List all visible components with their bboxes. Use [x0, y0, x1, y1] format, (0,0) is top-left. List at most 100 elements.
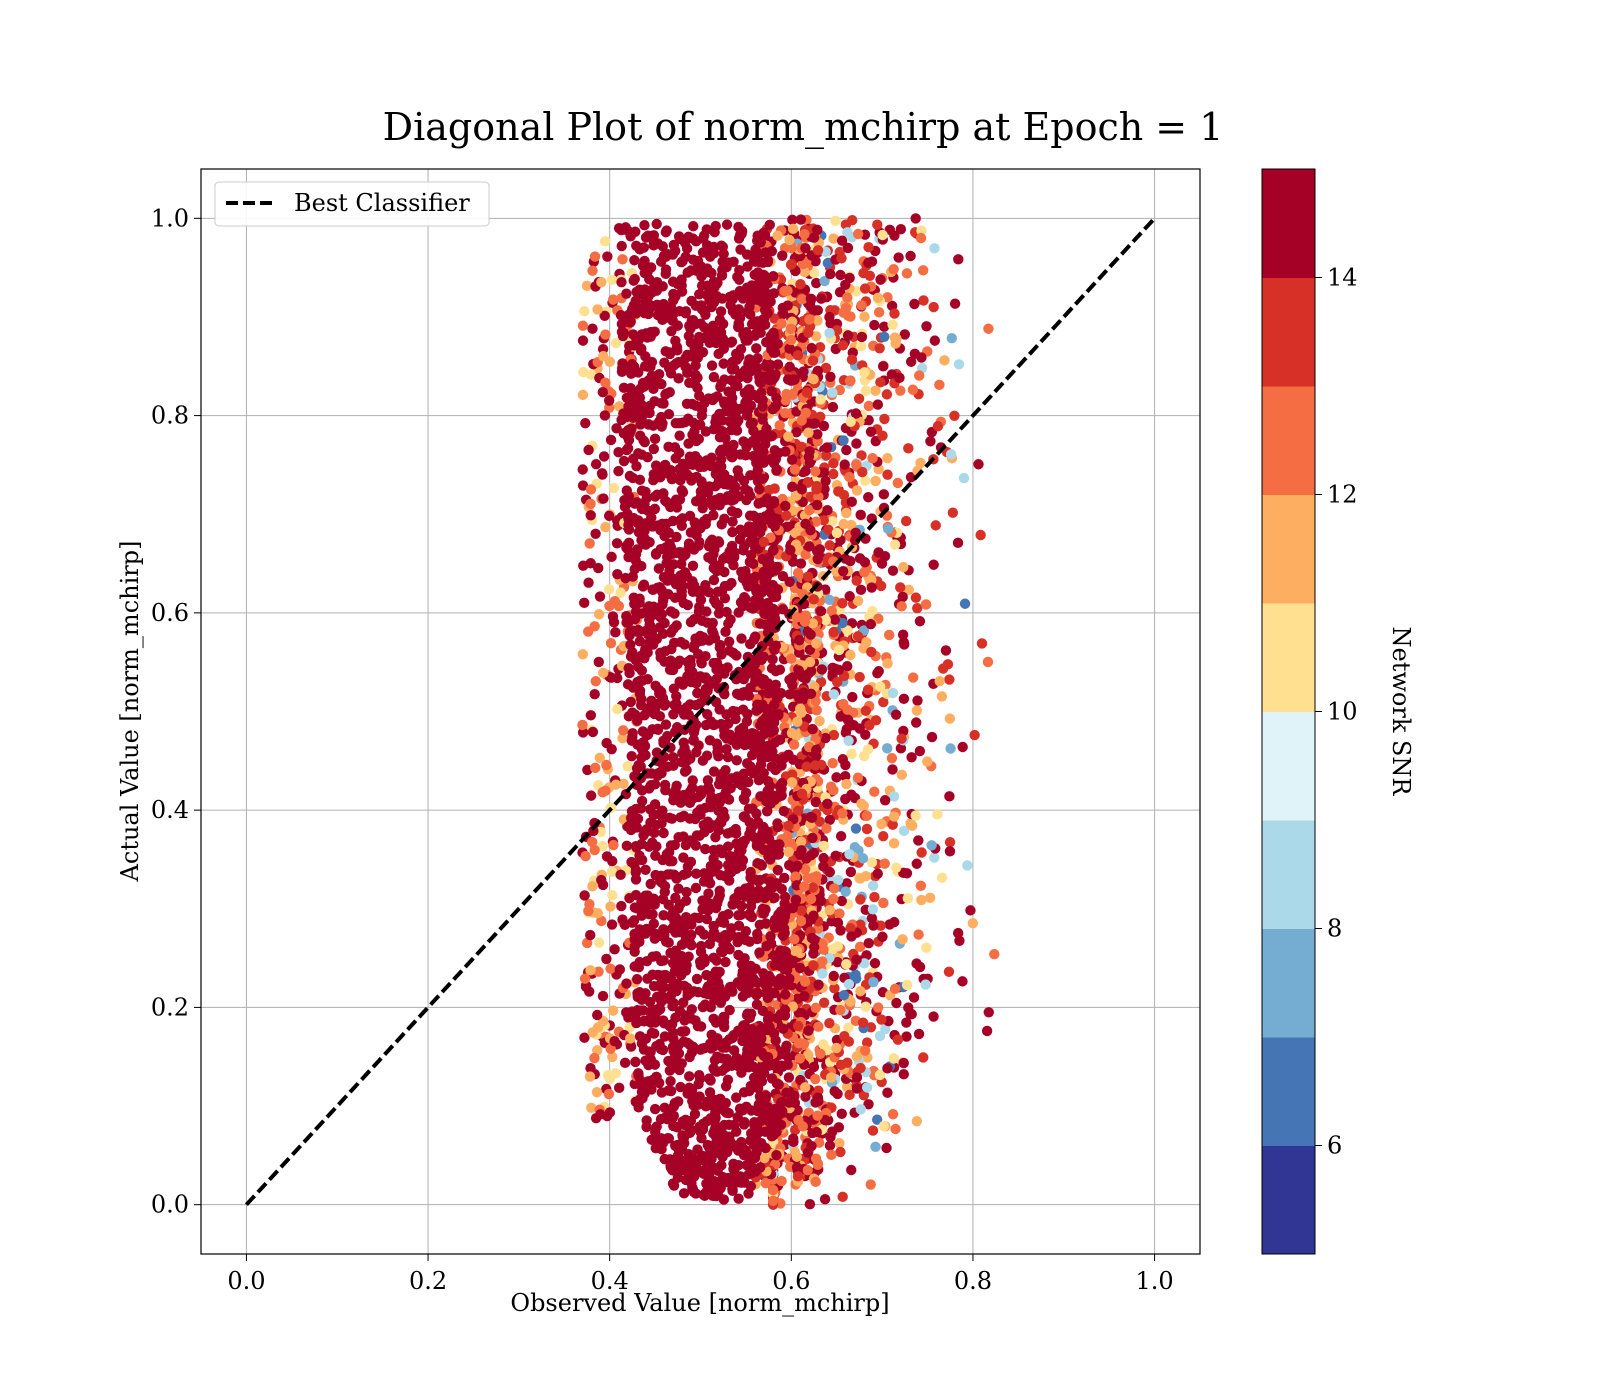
scatter-point — [897, 591, 908, 603]
scatter-point — [756, 587, 768, 598]
scatter-point — [913, 1028, 925, 1040]
scatter-point — [840, 302, 852, 314]
scatter-point — [818, 420, 830, 432]
scatter-point — [668, 1110, 679, 1122]
scatter-point — [840, 759, 851, 771]
scatter-point — [645, 780, 657, 791]
scatter-point — [811, 638, 822, 649]
scatter-point — [702, 1096, 713, 1107]
scatter-point — [645, 1046, 656, 1058]
scatter-point — [807, 882, 818, 893]
scatter-point — [708, 424, 720, 435]
scatter-point — [827, 516, 838, 527]
scatter-point — [808, 960, 819, 971]
scatter-point — [607, 294, 619, 305]
scatter-point — [944, 836, 956, 848]
scatter-point — [629, 598, 640, 610]
scatter-point — [757, 1025, 769, 1037]
scatter-point — [597, 990, 609, 1002]
scatter-point — [926, 840, 937, 851]
scatter-point — [860, 1001, 872, 1012]
scatter-point — [856, 798, 867, 809]
scatter-point — [677, 551, 689, 562]
scatter-point — [615, 310, 627, 321]
scatter-point — [652, 724, 664, 735]
scatter-point — [834, 286, 846, 298]
scatter-point — [868, 976, 879, 988]
scatter-point — [587, 836, 598, 848]
scatter-point — [658, 827, 669, 839]
scatter-point — [781, 510, 792, 521]
scatter-point — [778, 805, 790, 817]
chart-title: Diagonal Plot of norm_mchirp at Epoch = … — [383, 105, 1224, 150]
scatter-point — [805, 811, 817, 823]
scatter-point — [632, 544, 643, 555]
scatter-point — [678, 852, 689, 863]
scatter-point — [827, 757, 838, 769]
scatter-point — [667, 1062, 678, 1074]
scatter-point — [780, 395, 791, 406]
scatter-point — [875, 377, 886, 388]
scatter-point — [722, 1074, 734, 1086]
scatter-point — [594, 591, 606, 602]
scatter-point — [717, 1171, 729, 1183]
scatter-point — [724, 729, 736, 740]
scatter-point — [657, 418, 668, 429]
scatter-point — [689, 425, 700, 437]
scatter-point — [725, 850, 736, 862]
scatter-point — [660, 346, 671, 357]
scatter-point — [675, 514, 687, 525]
scatter-point — [621, 485, 632, 496]
scatter-point — [879, 795, 891, 806]
scatter-point — [779, 1004, 791, 1016]
scatter-point — [839, 459, 850, 470]
scatter-point — [790, 871, 801, 882]
scatter-point — [892, 1034, 904, 1045]
scatter-point — [626, 856, 637, 868]
scatter-point — [965, 905, 976, 916]
scatter-point — [868, 920, 879, 931]
scatter-point — [914, 616, 926, 627]
scatter-point — [745, 549, 757, 561]
scatter-point — [767, 403, 779, 415]
scatter-point — [694, 289, 705, 300]
scatter-point — [597, 386, 609, 398]
scatter-point — [807, 618, 818, 629]
scatter-point — [882, 523, 894, 535]
scatter-point — [664, 812, 675, 824]
scatter-point — [710, 795, 721, 807]
scatter-point — [641, 1115, 652, 1126]
scatter-point — [667, 314, 678, 326]
scatter-point — [905, 356, 917, 367]
scatter-point — [714, 816, 726, 827]
scatter-point — [912, 602, 923, 614]
scatter-point — [616, 366, 628, 377]
scatter-point — [709, 544, 720, 555]
scatter-point — [736, 1067, 747, 1078]
scatter-point — [774, 734, 786, 746]
scatter-point — [710, 598, 722, 609]
scatter-point — [593, 609, 605, 620]
scatter-point — [738, 673, 750, 685]
scatter-point — [834, 908, 845, 919]
scatter-point — [726, 397, 737, 409]
scatter-point — [713, 805, 724, 817]
scatter-point — [814, 816, 825, 827]
scatter-point — [692, 372, 703, 383]
scatter-point — [636, 665, 648, 676]
scatter-point — [651, 841, 662, 852]
scatter-point — [707, 931, 718, 943]
scatter-point — [583, 986, 595, 997]
scatter-point — [618, 382, 630, 394]
scatter-point — [622, 443, 634, 454]
scatter-point — [837, 340, 849, 351]
scatter-point — [788, 739, 800, 750]
scatter-point — [815, 606, 827, 617]
scatter-point — [945, 449, 957, 460]
scatter-point — [751, 893, 763, 904]
scatter-point — [890, 709, 902, 720]
scatter-point — [589, 844, 600, 856]
scatter-point — [696, 402, 707, 414]
scatter-point — [767, 654, 778, 665]
